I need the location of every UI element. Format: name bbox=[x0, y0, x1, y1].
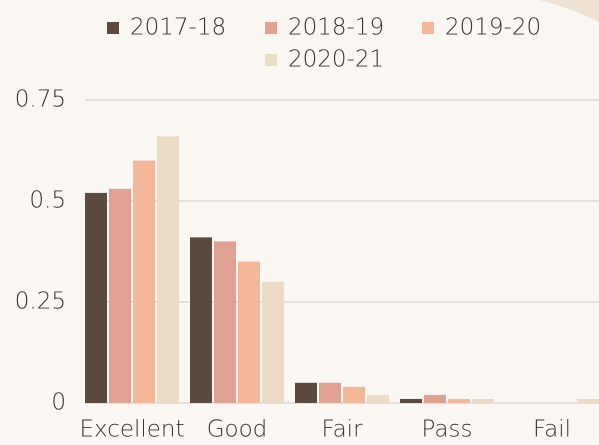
bar bbox=[424, 394, 446, 403]
x-tick-label: Excellent bbox=[79, 417, 184, 443]
y-tick-label: 0.25 bbox=[15, 289, 66, 315]
bar bbox=[472, 398, 494, 403]
legend-label: 2018-19 bbox=[288, 15, 384, 41]
legend-swatch bbox=[422, 22, 434, 34]
legend-label: 2017-18 bbox=[130, 15, 226, 41]
decoration bbox=[540, 0, 599, 22]
y-tick-label: 0.75 bbox=[15, 87, 66, 113]
bar bbox=[109, 188, 131, 403]
x-tick-label: Good bbox=[207, 417, 268, 443]
bar bbox=[343, 386, 365, 403]
x-tick-label: Fair bbox=[321, 417, 363, 443]
legend-label: 2019-20 bbox=[445, 15, 541, 41]
x-tick-label: Pass bbox=[422, 417, 473, 443]
legend-label: 2020-21 bbox=[288, 47, 384, 73]
y-tick-label: 0.5 bbox=[29, 188, 66, 214]
x-tick-label: Fail bbox=[533, 417, 571, 443]
bar bbox=[400, 398, 422, 403]
bar bbox=[367, 394, 389, 403]
bar bbox=[85, 192, 107, 403]
bar bbox=[157, 136, 179, 404]
y-tick-label: 0 bbox=[51, 390, 66, 416]
bar bbox=[295, 382, 317, 403]
bar bbox=[190, 237, 212, 403]
legend-swatch bbox=[107, 22, 119, 34]
bar bbox=[448, 398, 470, 403]
bar bbox=[319, 382, 341, 403]
legend-swatch bbox=[265, 54, 277, 66]
legend-swatch bbox=[265, 22, 277, 34]
bar bbox=[238, 261, 260, 403]
bar bbox=[262, 281, 284, 403]
bar bbox=[214, 241, 236, 403]
bar bbox=[133, 160, 155, 403]
bar bbox=[577, 398, 599, 403]
